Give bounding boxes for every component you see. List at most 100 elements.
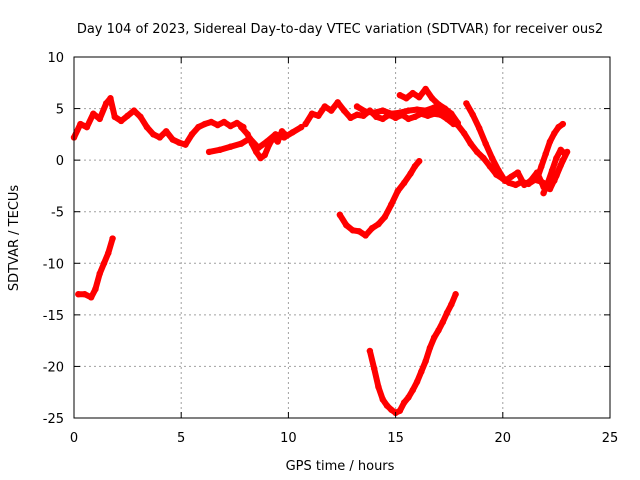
data-point: [238, 140, 245, 147]
data-point: [426, 344, 434, 352]
data-point: [75, 291, 82, 298]
data-point: [448, 301, 455, 308]
data-point: [355, 228, 363, 235]
data-point: [418, 368, 425, 375]
x-tick-label: 5: [177, 431, 185, 446]
data-point: [415, 94, 423, 101]
data-point: [216, 146, 223, 154]
data-point: [353, 103, 361, 110]
data-point: [366, 347, 374, 355]
data-point: [347, 114, 354, 122]
data-point: [261, 151, 269, 159]
data-point: [111, 113, 118, 121]
data-point: [227, 143, 234, 150]
data-point: [476, 124, 483, 132]
data-point: [375, 220, 382, 228]
data-point: [205, 148, 213, 156]
data-point: [400, 399, 408, 406]
data-point: [156, 134, 163, 141]
data-point: [514, 169, 522, 176]
series-track-m: [366, 291, 459, 416]
data-point: [195, 123, 202, 131]
data-point: [379, 396, 386, 403]
data-point: [413, 106, 421, 113]
data-point: [137, 113, 144, 121]
data-point: [124, 112, 131, 119]
y-tick-label: -5: [51, 206, 64, 221]
data-point: [100, 260, 108, 267]
data-point: [407, 170, 414, 177]
data-point: [473, 148, 481, 156]
data-point: [553, 172, 560, 179]
data-point: [396, 109, 404, 116]
data-point: [482, 140, 489, 147]
data-point: [248, 140, 256, 147]
series-track-f: [396, 85, 461, 127]
x-tick-label: 20: [495, 431, 512, 446]
data-point: [362, 108, 369, 115]
y-tick-label: 5: [56, 103, 64, 118]
y-tick-label: -20: [43, 360, 64, 375]
data-point: [403, 95, 410, 102]
data-point: [233, 119, 241, 127]
data-point: [396, 91, 404, 99]
data-point: [109, 235, 116, 242]
data-point: [343, 221, 350, 229]
data-point: [548, 167, 556, 174]
data-point: [379, 115, 386, 123]
data-point: [411, 163, 419, 170]
data-point: [308, 110, 316, 117]
x-tick-label: 10: [280, 431, 297, 446]
data-point: [83, 123, 91, 131]
data-point: [409, 386, 416, 394]
data-point: [362, 232, 369, 239]
data-point: [411, 113, 419, 121]
data-point: [561, 150, 569, 158]
data-point: [527, 177, 534, 184]
data-point: [557, 146, 564, 154]
data-points: [70, 85, 571, 417]
data-point: [443, 309, 451, 316]
data-point: [430, 110, 438, 117]
data-point: [430, 334, 438, 341]
data-point: [533, 175, 541, 182]
data-point: [396, 407, 404, 414]
chart-title: Day 104 of 2023, Sidereal Day-to-day VTE…: [77, 22, 603, 37]
x-tick-label: 25: [602, 431, 619, 446]
data-point: [388, 110, 395, 117]
data-point: [551, 130, 558, 137]
data-point: [422, 358, 429, 365]
data-point: [77, 120, 84, 128]
data-point: [488, 154, 496, 162]
data-point: [559, 156, 567, 164]
data-point: [441, 105, 449, 112]
data-point: [130, 107, 138, 114]
data-point: [521, 181, 528, 189]
data-point: [400, 179, 408, 187]
data-point: [340, 107, 348, 114]
data-point: [439, 318, 446, 326]
data-point: [424, 112, 431, 119]
y-tick-label: 10: [47, 51, 64, 66]
data-point: [90, 110, 97, 117]
data-point: [495, 167, 502, 174]
y-tick-label: -10: [43, 257, 64, 272]
data-point: [102, 100, 110, 107]
data-point: [454, 121, 461, 129]
data-point: [538, 163, 545, 170]
data-point: [553, 154, 560, 162]
data-point: [353, 111, 361, 118]
data-point: [117, 117, 125, 125]
data-point: [328, 107, 335, 114]
data-point: [480, 154, 487, 162]
data-point: [334, 99, 341, 106]
data-point: [244, 131, 251, 138]
data-point: [415, 157, 423, 165]
data-point: [182, 141, 189, 148]
data-point: [150, 131, 157, 138]
data-point: [540, 189, 547, 197]
data-point: [81, 291, 88, 298]
y-tick-label: -15: [43, 309, 64, 324]
data-point: [214, 121, 221, 129]
